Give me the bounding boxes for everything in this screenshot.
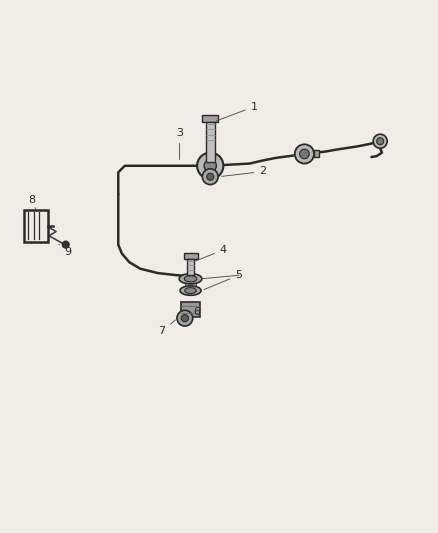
Text: 5: 5 <box>204 270 242 289</box>
Text: 8: 8 <box>28 195 36 209</box>
Circle shape <box>300 149 309 159</box>
Bar <box>314 150 319 157</box>
Circle shape <box>373 134 387 148</box>
Circle shape <box>377 138 384 145</box>
Bar <box>202 115 218 123</box>
Text: 4: 4 <box>195 245 227 261</box>
Bar <box>184 253 198 259</box>
Text: 3: 3 <box>176 128 183 159</box>
Text: 2: 2 <box>222 166 266 176</box>
Bar <box>206 123 215 162</box>
Ellipse shape <box>185 288 196 294</box>
Circle shape <box>204 159 216 172</box>
Circle shape <box>202 169 218 184</box>
Ellipse shape <box>180 286 201 295</box>
Circle shape <box>62 241 69 248</box>
Bar <box>181 302 200 317</box>
Circle shape <box>177 310 193 326</box>
Text: 1: 1 <box>216 102 258 121</box>
Ellipse shape <box>184 276 197 282</box>
Bar <box>185 279 196 290</box>
Circle shape <box>197 152 223 179</box>
Ellipse shape <box>179 273 202 284</box>
Circle shape <box>207 173 214 180</box>
Circle shape <box>181 314 188 322</box>
Text: 7: 7 <box>159 320 175 336</box>
Circle shape <box>295 144 314 164</box>
Bar <box>24 209 48 243</box>
Text: 9: 9 <box>59 244 71 257</box>
Bar <box>187 259 194 275</box>
Text: 6: 6 <box>191 306 201 318</box>
